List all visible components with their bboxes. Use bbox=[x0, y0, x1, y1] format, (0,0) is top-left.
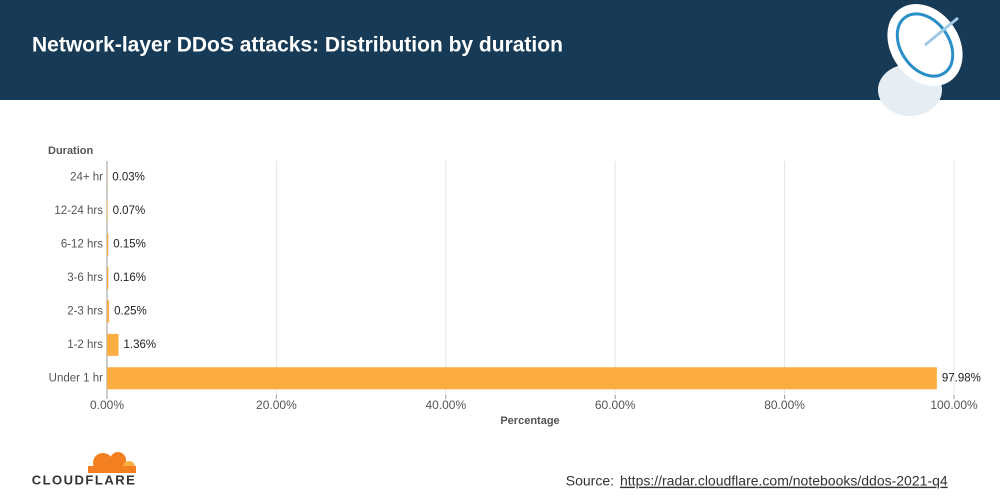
bar bbox=[107, 233, 109, 256]
y-tick-label: Under 1 hr bbox=[49, 372, 104, 384]
source-label: Source: bbox=[566, 473, 614, 489]
header-band bbox=[0, 0, 1000, 100]
value-label: 0.07% bbox=[113, 205, 146, 217]
y-tick-label: 2-3 hrs bbox=[67, 305, 103, 317]
value-label: 1.36% bbox=[124, 339, 157, 351]
x-axis-title: Percentage bbox=[500, 415, 559, 427]
bar bbox=[107, 267, 109, 289]
chart-title: Network-layer DDoS attacks: Distribution… bbox=[32, 34, 563, 57]
source-link[interactable]: https://radar.cloudflare.com/notebooks/d… bbox=[620, 473, 948, 489]
value-label: 0.15% bbox=[113, 239, 146, 251]
y-tick-label: 6-12 hrs bbox=[61, 239, 103, 251]
bar bbox=[107, 367, 937, 390]
y-tick-label: 3-6 hrs bbox=[67, 272, 103, 284]
bar bbox=[107, 200, 108, 223]
x-tick-label: 40.00% bbox=[425, 398, 466, 412]
bar bbox=[107, 333, 119, 356]
x-tick-label: 60.00% bbox=[595, 398, 636, 412]
y-tick-label: 1-2 hrs bbox=[67, 339, 103, 351]
x-tick-label: 80.00% bbox=[764, 398, 805, 412]
dish-icon bbox=[878, 4, 963, 116]
x-tick-label: 20.00% bbox=[256, 398, 297, 412]
value-label: 0.25% bbox=[114, 305, 147, 317]
logo-text: CLOUDFLARE bbox=[32, 472, 137, 487]
value-label: 0.03% bbox=[112, 172, 145, 184]
logo bbox=[88, 452, 136, 473]
y-axis-title: Duration bbox=[48, 145, 94, 157]
x-tick-label: 0.00% bbox=[90, 398, 124, 412]
y-tick-label: 12-24 hrs bbox=[54, 205, 103, 217]
x-tick-label: 100.00% bbox=[930, 398, 978, 412]
bar bbox=[107, 300, 110, 323]
value-label: 97.98% bbox=[942, 372, 981, 384]
y-tick-label: 24+ hr bbox=[70, 172, 103, 184]
value-label: 0.16% bbox=[113, 272, 146, 284]
